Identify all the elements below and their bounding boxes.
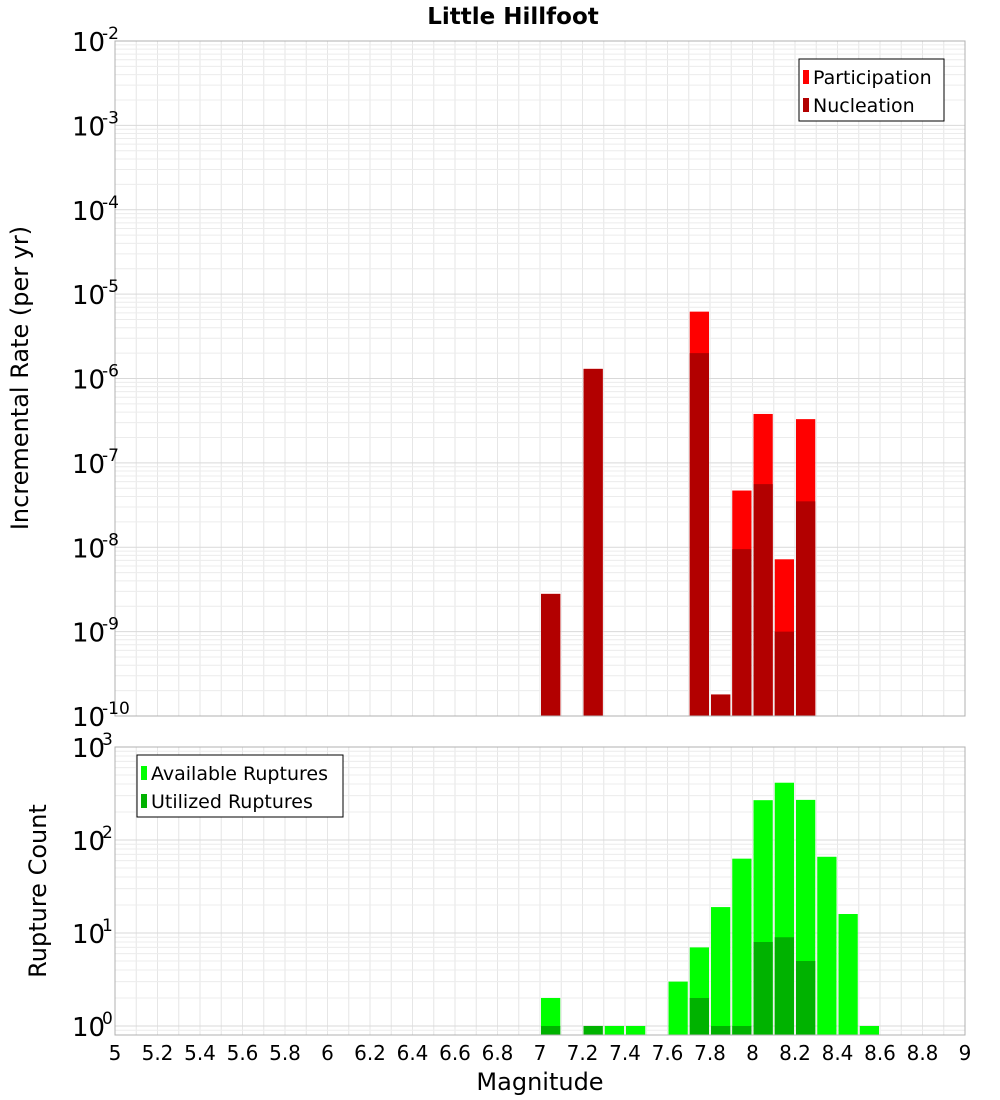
x-tick-label: 7.4 <box>609 1041 641 1065</box>
bar-rate-1 <box>541 593 561 716</box>
y-tick-label: 10 <box>72 366 105 396</box>
y-tick-label: 10 <box>72 827 105 857</box>
x-tick-label: 7.8 <box>694 1041 726 1065</box>
x-tick-label: 5.8 <box>269 1041 301 1065</box>
y-tick-label: 10 <box>72 920 105 950</box>
grid <box>114 41 966 1036</box>
bar-rate-1 <box>689 353 709 716</box>
y-tick-label: 10 <box>72 28 105 58</box>
plot-frames <box>114 40 966 1036</box>
bar-count-0 <box>859 1025 879 1035</box>
y-tick-exponent: -7 <box>102 446 119 466</box>
y-tick-label: 10 <box>72 703 105 733</box>
bar-count-1 <box>796 960 816 1035</box>
x-tick-label: 8.4 <box>822 1041 854 1065</box>
x-tick-label: 6.8 <box>482 1041 514 1065</box>
y-tick-exponent: -9 <box>102 615 119 635</box>
bar-count-0 <box>541 997 561 1035</box>
x-tick-label: 7.2 <box>567 1041 599 1065</box>
y-tick-exponent: -10 <box>102 699 130 719</box>
bar-rate-1 <box>732 549 752 716</box>
x-tick-label: 6.4 <box>397 1041 429 1065</box>
x-tick-label: 6.2 <box>354 1041 386 1065</box>
bar-count-0 <box>668 981 688 1035</box>
plot-frame <box>114 746 966 1036</box>
y-tick-exponent: -2 <box>102 24 119 44</box>
y-tick-exponent: 3 <box>102 730 113 750</box>
x-tick-label: 5 <box>109 1041 122 1065</box>
bar-rate-1 <box>753 484 773 716</box>
y-tick-exponent: 0 <box>102 1009 113 1029</box>
x-tick-label: 7.6 <box>652 1041 684 1065</box>
y-tick-exponent: -6 <box>102 362 119 382</box>
tick-labels: 10-210-310-410-510-610-710-810-910-10103… <box>72 24 971 1065</box>
y-tick-label: 10 <box>72 619 105 649</box>
legend-box <box>798 58 945 122</box>
y-tick-exponent: -8 <box>102 530 119 550</box>
legend-label: Available Ruptures <box>151 763 328 785</box>
bar-count-0 <box>817 856 837 1035</box>
y-tick-label: 10 <box>72 534 105 564</box>
bars <box>541 311 879 1035</box>
y-tick-label: 10 <box>72 450 105 480</box>
legend-swatch <box>803 70 809 84</box>
x-tick-label: 5.6 <box>227 1041 259 1065</box>
legend-label: Participation <box>813 67 932 89</box>
chart-title: Little Hillfoot <box>427 4 599 30</box>
y-tick-exponent: -5 <box>102 277 119 297</box>
x-tick-label: 6 <box>321 1041 334 1065</box>
legend-box <box>136 754 344 818</box>
y-axis-label-bottom: Rupture Count <box>24 804 52 978</box>
bar-rate-1 <box>711 694 731 716</box>
x-tick-label: 5.2 <box>142 1041 174 1065</box>
bar-count-1 <box>541 1025 561 1035</box>
x-tick-label: 9 <box>959 1041 972 1065</box>
bar-rate-1 <box>583 368 603 716</box>
legends: Participation Nucleation Available Rupture… <box>136 58 945 818</box>
y-tick-exponent: 2 <box>102 823 113 843</box>
y-tick-label: 10 <box>72 197 105 227</box>
bar-count-0 <box>626 1025 646 1035</box>
x-tick-label: 7 <box>534 1041 547 1065</box>
bar-count-0 <box>838 914 858 1035</box>
y-tick-label: 10 <box>72 281 105 311</box>
y-tick-exponent: 1 <box>102 916 113 936</box>
legend-swatch <box>803 98 809 112</box>
x-axis-label: Magnitude <box>476 1068 603 1096</box>
plot-frame <box>114 40 966 717</box>
legend-label: Utilized Ruptures <box>151 791 313 813</box>
x-tick-label: 8 <box>746 1041 759 1065</box>
bar-count-1 <box>711 1025 731 1035</box>
bar-rate-1 <box>774 631 794 717</box>
y-tick-label: 10 <box>72 734 105 764</box>
bar-count-0 <box>711 907 731 1035</box>
bar-count-0 <box>732 858 752 1035</box>
legend-swatch <box>141 794 147 808</box>
legend-swatch <box>141 766 147 780</box>
x-tick-label: 5.4 <box>184 1041 216 1065</box>
bar-count-1 <box>774 937 794 1035</box>
bar-count-0 <box>604 1025 624 1035</box>
legend-label: Nucleation <box>813 95 915 117</box>
y-axis-label-top: Incremental Rate (per yr) <box>6 226 34 530</box>
y-tick-exponent: -4 <box>102 193 119 213</box>
y-tick-exponent: -3 <box>102 108 119 128</box>
x-tick-label: 6.6 <box>439 1041 471 1065</box>
x-tick-label: 8.8 <box>907 1041 939 1065</box>
y-tick-label: 10 <box>72 112 105 142</box>
x-tick-label: 8.2 <box>779 1041 811 1065</box>
x-tick-label: 8.6 <box>864 1041 896 1065</box>
y-tick-label: 10 <box>72 1013 105 1043</box>
bar-count-1 <box>583 1025 603 1035</box>
bar-rate-1 <box>796 501 816 716</box>
bar-count-1 <box>732 1025 752 1035</box>
bar-count-1 <box>753 942 773 1035</box>
bar-count-1 <box>689 997 709 1035</box>
